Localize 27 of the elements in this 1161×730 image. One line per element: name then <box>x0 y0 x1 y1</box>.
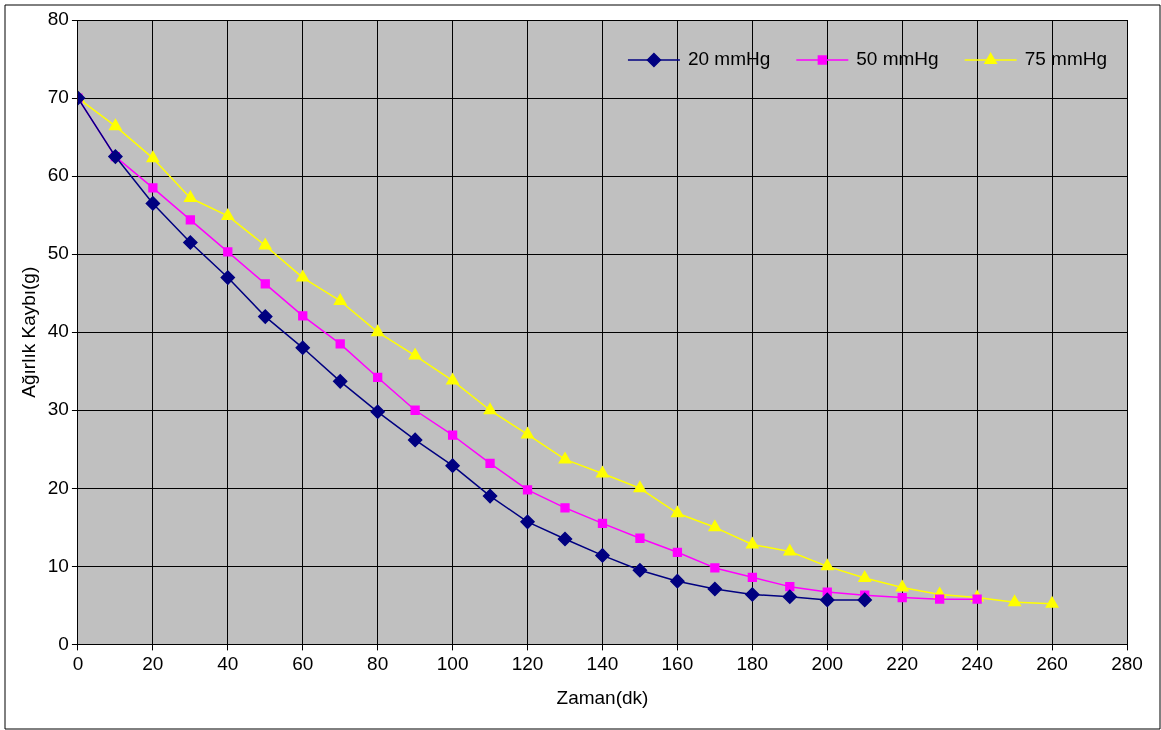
x-tick-label: 80 <box>367 653 389 675</box>
x-tick-label: 280 <box>1111 653 1143 675</box>
y-tick-label: 10 <box>47 554 69 576</box>
x-tick-label: 160 <box>661 653 694 675</box>
y-tick-label: 40 <box>47 320 69 342</box>
x-tick-label: 180 <box>736 653 769 675</box>
x-tick-label: 140 <box>586 653 619 675</box>
x-tick-label: 120 <box>511 653 544 675</box>
x-tick-label: 0 <box>72 653 84 675</box>
y-axis-title: Ağırlık Kaybı(g) <box>17 266 39 398</box>
x-tick-label: 200 <box>811 653 844 675</box>
y-tick-label: 20 <box>47 476 69 498</box>
y-tick-label: 0 <box>58 632 69 654</box>
x-tick-label: 260 <box>1036 653 1068 675</box>
legend-label: 75 mmHg <box>1024 48 1107 70</box>
x-tick-label: 100 <box>436 653 469 675</box>
y-tick-label: 60 <box>47 164 69 186</box>
y-tick-label: 70 <box>47 86 69 108</box>
x-tick-label: 240 <box>961 653 993 675</box>
x-tick-label: 40 <box>217 653 239 675</box>
x-tick-label: 20 <box>142 653 164 675</box>
x-tick-label: 220 <box>886 653 919 675</box>
y-tick-label: 30 <box>47 398 69 420</box>
x-axis-title: Zaman(dk) <box>556 686 649 708</box>
x-tick-label: 60 <box>292 653 314 675</box>
y-tick-label: 50 <box>47 242 69 264</box>
y-tick-label: 80 <box>47 8 69 30</box>
